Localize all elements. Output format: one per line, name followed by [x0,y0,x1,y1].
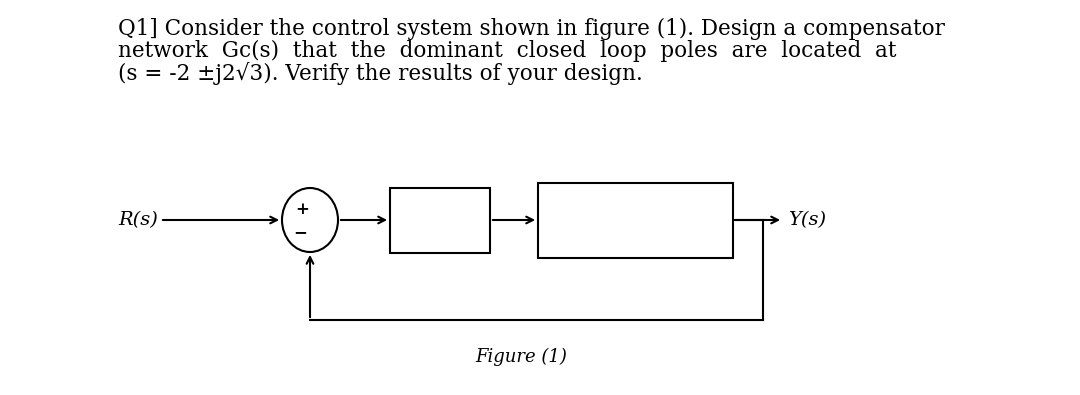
Text: (s = -2 ±j2√3). Verify the results of your design.: (s = -2 ±j2√3). Verify the results of yo… [118,62,643,85]
FancyBboxPatch shape [390,188,490,252]
Text: 2s + 1: 2s + 1 [608,198,662,214]
Text: Figure (1): Figure (1) [475,348,567,366]
Text: s (s + 1)(s + 2): s (s + 1)(s + 2) [572,228,699,246]
Text: Gc(s): Gc(s) [416,211,464,229]
Text: R(s): R(s) [118,211,158,229]
Text: +: + [295,201,309,218]
Text: Q1] Consider the control system shown in figure (1). Design a compensator: Q1] Consider the control system shown in… [118,18,945,40]
Text: network  Gc(s)  that  the  dominant  closed  loop  poles  are  located  at: network Gc(s) that the dominant closed l… [118,40,896,62]
FancyBboxPatch shape [538,182,733,258]
Text: −: − [293,224,307,241]
Text: Y(s): Y(s) [788,211,826,229]
